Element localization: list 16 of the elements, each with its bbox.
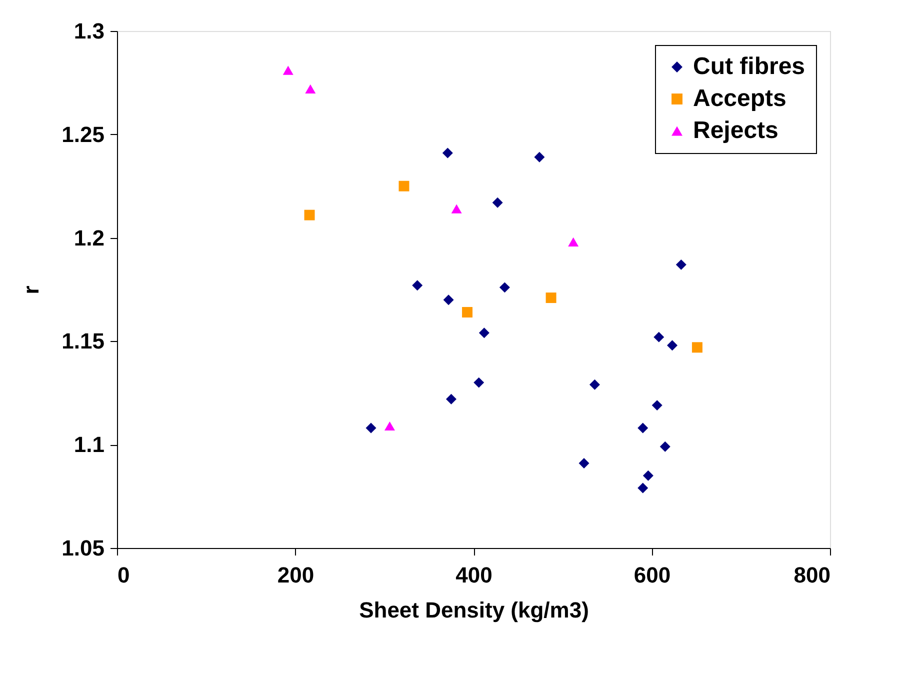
x-tick-label: 800 (794, 562, 830, 588)
x-tick-label: 400 (456, 562, 492, 588)
legend-label: Accepts (693, 85, 786, 112)
y-tick-label: 1.25 (62, 122, 104, 147)
x-tick-label: 600 (634, 562, 671, 588)
legend-label: Cut fibres (693, 53, 806, 80)
y-tick-label: 1.1 (74, 432, 104, 458)
y-tick-label: 1.2 (74, 225, 104, 250)
y-axis-title: r (18, 285, 44, 294)
x-tick-label: 200 (277, 562, 314, 588)
y-tick-label: 1.15 (62, 328, 104, 354)
y-tick-label: 1.3 (74, 18, 104, 44)
x-axis-title: Sheet Density (kg/m3) (359, 598, 589, 622)
x-tick-label: 0 (118, 562, 130, 588)
y-tick-label: 1.05 (62, 536, 104, 560)
legend-label: Rejects (693, 117, 778, 144)
